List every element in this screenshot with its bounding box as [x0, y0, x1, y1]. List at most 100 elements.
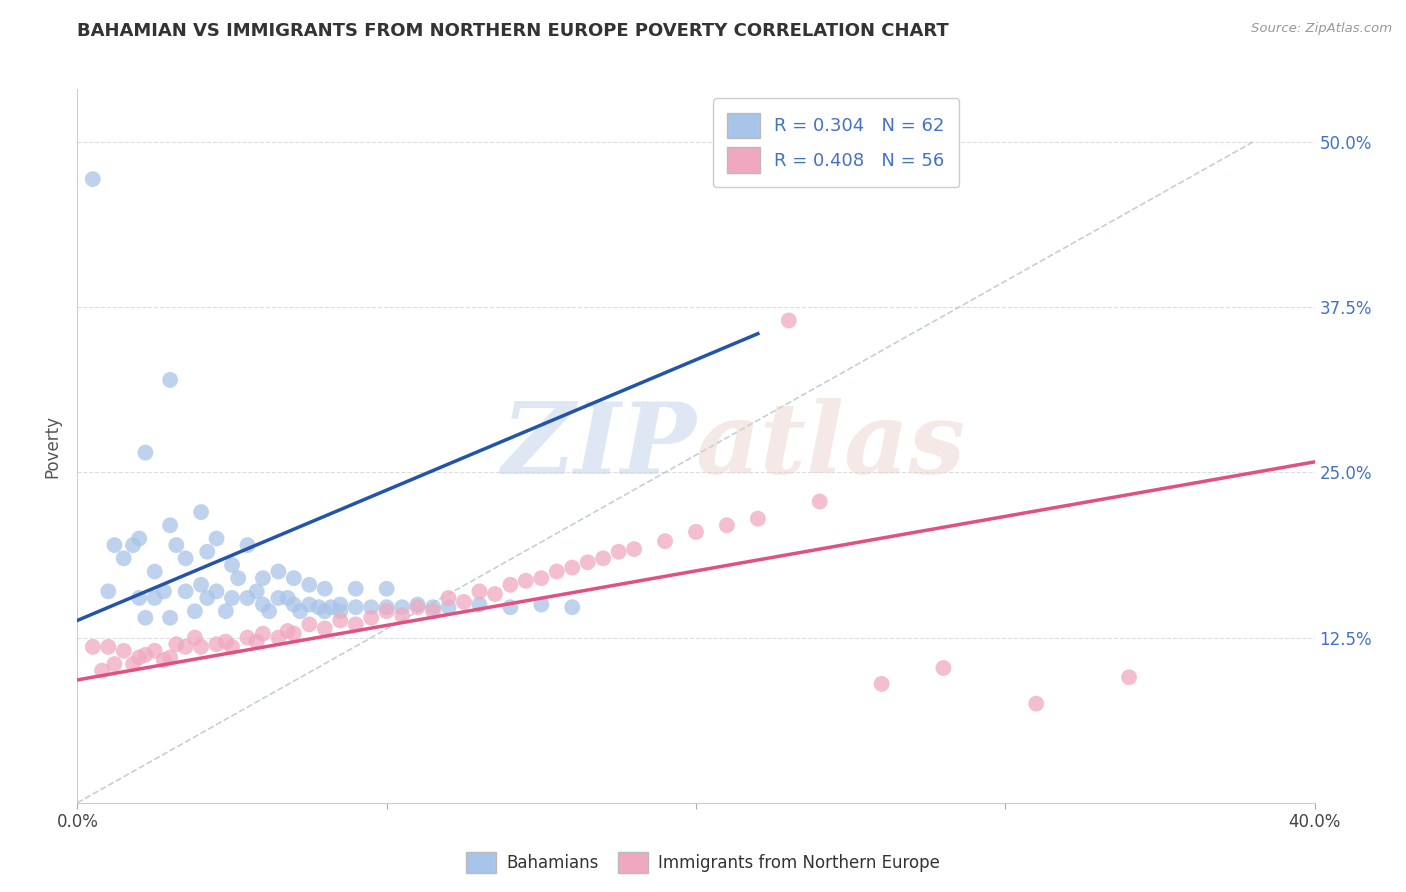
Point	[283, 626, 305, 640]
Point	[97, 584, 120, 599]
Point	[174, 640, 197, 654]
Point	[195, 545, 218, 559]
Point	[870, 677, 893, 691]
Point	[128, 591, 150, 605]
Point	[329, 604, 352, 618]
Text: Source: ZipAtlas.com: Source: ZipAtlas.com	[1251, 22, 1392, 36]
Point	[685, 524, 707, 539]
Point	[561, 560, 583, 574]
Point	[530, 598, 553, 612]
Point	[112, 551, 135, 566]
Point	[314, 604, 336, 618]
Point	[134, 648, 156, 662]
Point	[375, 600, 398, 615]
Point	[215, 604, 238, 618]
Point	[808, 494, 831, 508]
Point	[277, 624, 299, 638]
Point	[159, 518, 181, 533]
Point	[103, 657, 125, 671]
Point	[329, 598, 352, 612]
Point	[267, 591, 290, 605]
Point	[246, 634, 269, 648]
Point	[221, 558, 243, 572]
Point	[406, 600, 429, 615]
Point	[314, 582, 336, 596]
Point	[561, 600, 583, 615]
Point	[607, 545, 630, 559]
Point	[221, 640, 243, 654]
Point	[360, 600, 382, 615]
Point	[153, 653, 176, 667]
Point	[190, 505, 212, 519]
Point	[134, 445, 156, 459]
Point	[205, 637, 228, 651]
Point	[215, 634, 238, 648]
Point	[91, 664, 114, 678]
Point	[319, 600, 342, 615]
Text: ZIP: ZIP	[501, 398, 696, 494]
Point	[406, 598, 429, 612]
Point	[592, 551, 614, 566]
Point	[103, 538, 125, 552]
Point	[134, 611, 156, 625]
Point	[122, 538, 145, 552]
Point	[515, 574, 537, 588]
Point	[112, 644, 135, 658]
Point	[778, 313, 800, 327]
Point	[195, 591, 218, 605]
Point	[375, 604, 398, 618]
Point	[360, 611, 382, 625]
Point	[716, 518, 738, 533]
Legend: Bahamians, Immigrants from Northern Europe: Bahamians, Immigrants from Northern Euro…	[460, 846, 946, 880]
Text: BAHAMIAN VS IMMIGRANTS FROM NORTHERN EUROPE POVERTY CORRELATION CHART: BAHAMIAN VS IMMIGRANTS FROM NORTHERN EUR…	[77, 22, 949, 40]
Point	[143, 565, 166, 579]
Point	[344, 582, 367, 596]
Point	[437, 591, 460, 605]
Point	[484, 587, 506, 601]
Point	[159, 650, 181, 665]
Point	[422, 600, 444, 615]
Point	[391, 600, 413, 615]
Point	[226, 571, 249, 585]
Point	[236, 538, 259, 552]
Point	[246, 584, 269, 599]
Point	[252, 571, 274, 585]
Point	[174, 551, 197, 566]
Point	[747, 511, 769, 525]
Point	[277, 591, 299, 605]
Point	[344, 617, 367, 632]
Point	[252, 598, 274, 612]
Point	[153, 584, 176, 599]
Point	[174, 584, 197, 599]
Point	[82, 640, 104, 654]
Point	[236, 591, 259, 605]
Point	[184, 604, 207, 618]
Point	[1118, 670, 1140, 684]
Point	[422, 604, 444, 618]
Text: atlas: atlas	[696, 398, 966, 494]
Point	[122, 657, 145, 671]
Point	[453, 595, 475, 609]
Point	[267, 631, 290, 645]
Point	[468, 598, 491, 612]
Point	[468, 584, 491, 599]
Point	[97, 640, 120, 654]
Y-axis label: Poverty: Poverty	[44, 415, 62, 477]
Point	[298, 598, 321, 612]
Point	[184, 631, 207, 645]
Point	[546, 565, 568, 579]
Legend: R = 0.304   N = 62, R = 0.408   N = 56: R = 0.304 N = 62, R = 0.408 N = 56	[713, 98, 959, 187]
Point	[190, 578, 212, 592]
Point	[288, 604, 311, 618]
Point	[257, 604, 280, 618]
Point	[329, 614, 352, 628]
Point	[344, 600, 367, 615]
Point	[283, 571, 305, 585]
Point	[298, 617, 321, 632]
Point	[499, 600, 522, 615]
Point	[308, 600, 330, 615]
Point	[82, 172, 104, 186]
Point	[128, 532, 150, 546]
Point	[932, 661, 955, 675]
Point	[375, 582, 398, 596]
